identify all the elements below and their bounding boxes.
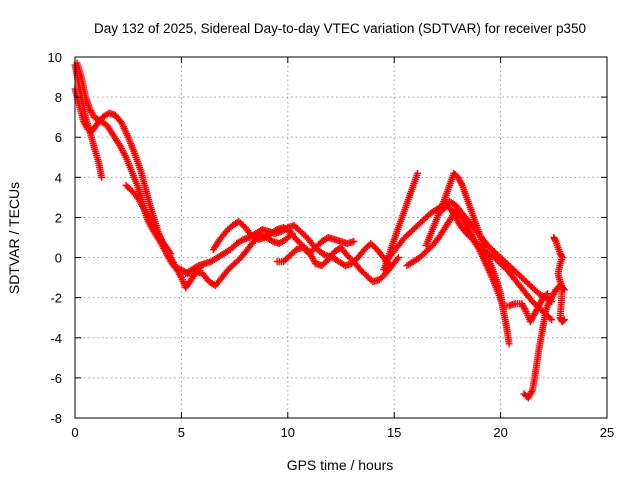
data-markers xyxy=(71,59,568,402)
data-point-marker xyxy=(394,254,402,262)
data-point-marker xyxy=(551,236,559,244)
series-t7 xyxy=(273,234,358,266)
data-point-marker xyxy=(238,237,246,245)
data-point-marker xyxy=(528,388,536,396)
data-point-marker xyxy=(548,316,556,324)
series-t6 xyxy=(209,217,402,286)
y-tick-label: 2 xyxy=(55,210,62,225)
data-point-marker xyxy=(98,173,106,181)
y-tick-label: 4 xyxy=(55,170,62,185)
axis-ticks xyxy=(74,56,608,419)
x-tick-labels: 0 5 10 15 20 25 xyxy=(71,425,614,440)
series-t8 xyxy=(380,169,422,274)
y-tick-label: 0 xyxy=(55,251,62,266)
data-point-marker xyxy=(543,290,551,298)
data-point-marker xyxy=(505,340,513,348)
y-tick-label: -2 xyxy=(50,291,62,306)
series-t14 xyxy=(550,234,568,326)
x-tick-label: 20 xyxy=(493,425,507,440)
data-point-marker xyxy=(521,306,529,314)
y-tick-label: -8 xyxy=(50,411,62,426)
x-tick-label: 15 xyxy=(387,425,401,440)
series-t4 xyxy=(122,181,296,292)
data-point-marker xyxy=(193,263,201,271)
data-point-marker xyxy=(272,226,280,234)
y-tick-label: 10 xyxy=(48,50,62,65)
plot-frame xyxy=(74,56,608,419)
y-tick-labels: -8 -6 -4 -2 0 2 4 6 8 10 xyxy=(48,50,62,426)
data-point-marker xyxy=(559,317,567,325)
data-point-marker xyxy=(267,237,275,245)
series-t12 xyxy=(437,201,551,326)
data-point-marker xyxy=(350,238,358,246)
data-point-marker xyxy=(414,169,422,177)
y-tick-label: -4 xyxy=(50,331,62,346)
x-tick-label: 25 xyxy=(600,425,614,440)
data-point-marker xyxy=(560,316,568,324)
data-point-marker xyxy=(177,272,185,280)
y-tick-label: -6 xyxy=(50,371,62,386)
data-point-marker xyxy=(393,255,401,263)
x-tick-label: 5 xyxy=(178,425,185,440)
x-tick-label: 0 xyxy=(71,425,78,440)
y-tick-label: 8 xyxy=(55,90,62,105)
chart-title: Day 132 of 2025, Sidereal Day-to-day VTE… xyxy=(94,21,586,36)
data-point-marker xyxy=(542,291,550,299)
y-tick-label: 6 xyxy=(55,130,62,145)
x-axis-label: GPS time / hours xyxy=(287,457,394,473)
data-point-marker xyxy=(457,180,465,188)
y-axis-label: SDTVAR / TECUs xyxy=(6,182,22,294)
x-tick-label: 10 xyxy=(281,425,295,440)
series-t2 xyxy=(71,85,175,258)
data-point-marker xyxy=(321,251,329,259)
